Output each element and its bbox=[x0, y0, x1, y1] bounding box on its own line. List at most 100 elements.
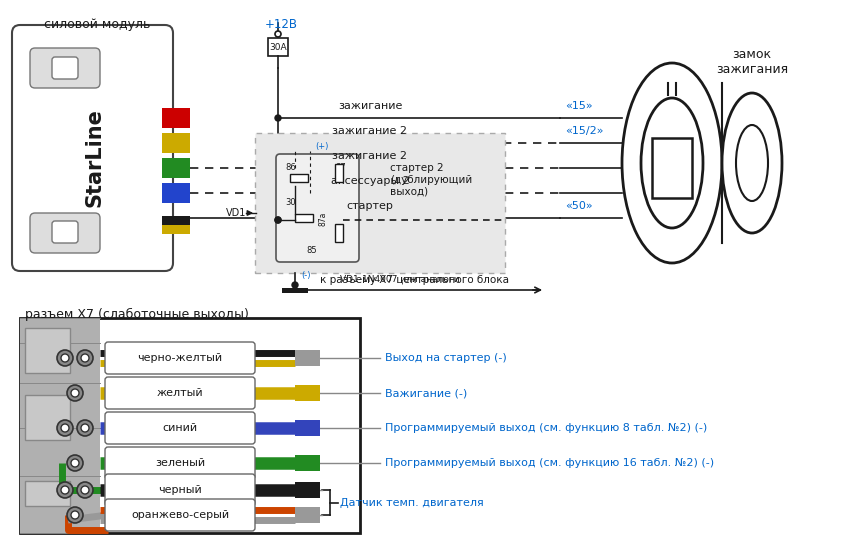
Text: синий: синий bbox=[163, 423, 198, 433]
Bar bbox=[162, 225, 190, 234]
Text: Программируемый выход (см. функцию 16 табл. №2) (-): Программируемый выход (см. функцию 16 та… bbox=[385, 458, 714, 468]
Text: 30А: 30А bbox=[269, 42, 287, 51]
Text: аксессуары 2: аксессуары 2 bbox=[330, 176, 409, 186]
Text: Датчик темп. двигателя: Датчик темп. двигателя bbox=[340, 498, 483, 508]
Text: силовой модуль: силовой модуль bbox=[44, 18, 150, 31]
Bar bbox=[268, 38, 288, 56]
Circle shape bbox=[275, 115, 281, 121]
FancyBboxPatch shape bbox=[105, 412, 255, 444]
Text: Программируемый выход (см. функцию 8 табл. №2) (-): Программируемый выход (см. функцию 8 таб… bbox=[385, 423, 707, 433]
Text: 87a: 87a bbox=[318, 211, 327, 226]
Circle shape bbox=[81, 354, 89, 362]
Circle shape bbox=[77, 420, 93, 436]
FancyBboxPatch shape bbox=[52, 221, 78, 243]
Circle shape bbox=[77, 482, 93, 498]
Text: разъем Х7 (слаботочные выходы): разъем Х7 (слаботочные выходы) bbox=[25, 308, 249, 321]
FancyBboxPatch shape bbox=[30, 48, 100, 88]
Text: StarLine: StarLine bbox=[85, 109, 105, 208]
Text: «15»: «15» bbox=[565, 101, 593, 111]
Bar bbox=[295, 350, 320, 366]
Circle shape bbox=[77, 350, 93, 366]
Text: Выход на стартер (-): Выход на стартер (-) bbox=[385, 353, 507, 363]
Circle shape bbox=[71, 389, 79, 397]
Circle shape bbox=[57, 482, 73, 498]
Bar bbox=[162, 108, 190, 128]
Text: 85: 85 bbox=[306, 246, 316, 255]
Bar bbox=[162, 183, 190, 203]
Bar bbox=[25, 395, 70, 440]
Text: оранжево-серый: оранжево-серый bbox=[131, 510, 229, 520]
Text: к разъему Х7 центрального блока: к разъему Х7 центрального блока bbox=[321, 275, 509, 285]
Circle shape bbox=[67, 385, 83, 401]
Text: зажигание: зажигание bbox=[338, 101, 402, 111]
Ellipse shape bbox=[736, 125, 768, 201]
Bar bbox=[335, 224, 343, 242]
Text: «15/2»: «15/2» bbox=[565, 126, 604, 136]
Circle shape bbox=[275, 31, 281, 37]
Text: 87: 87 bbox=[335, 163, 346, 172]
Text: зажигание 2: зажигание 2 bbox=[333, 151, 408, 161]
Text: «50»: «50» bbox=[565, 201, 593, 211]
Text: 30: 30 bbox=[285, 198, 296, 207]
Bar bbox=[282, 288, 308, 293]
Circle shape bbox=[61, 486, 69, 494]
Bar bbox=[162, 158, 190, 178]
Circle shape bbox=[275, 217, 281, 223]
FancyBboxPatch shape bbox=[105, 342, 255, 374]
Bar bbox=[295, 455, 320, 471]
Circle shape bbox=[71, 511, 79, 519]
Circle shape bbox=[81, 486, 89, 494]
Bar bbox=[162, 216, 190, 225]
Text: черный: черный bbox=[158, 485, 202, 495]
Circle shape bbox=[67, 507, 83, 523]
Text: Важигание (-): Важигание (-) bbox=[385, 388, 467, 398]
Bar bbox=[652, 138, 692, 198]
Text: +12В: +12В bbox=[265, 18, 298, 31]
Bar bbox=[295, 507, 320, 523]
Text: стартер: стартер bbox=[347, 201, 393, 211]
FancyBboxPatch shape bbox=[30, 213, 100, 253]
Bar bbox=[255, 133, 505, 273]
Text: зажигание 2: зажигание 2 bbox=[333, 126, 408, 136]
Text: зеленый: зеленый bbox=[155, 458, 205, 468]
Bar bbox=[295, 482, 320, 498]
FancyBboxPatch shape bbox=[105, 377, 255, 409]
Circle shape bbox=[81, 424, 89, 432]
FancyBboxPatch shape bbox=[105, 499, 255, 531]
Circle shape bbox=[275, 217, 281, 223]
Text: желтый: желтый bbox=[157, 388, 203, 398]
Bar bbox=[295, 385, 320, 401]
Text: (-): (-) bbox=[301, 271, 310, 280]
Text: черно-желтый: черно-желтый bbox=[138, 353, 223, 363]
Bar bbox=[162, 133, 190, 153]
Circle shape bbox=[71, 459, 79, 467]
Text: 86: 86 bbox=[285, 163, 296, 172]
FancyBboxPatch shape bbox=[105, 474, 255, 506]
Bar bbox=[20, 318, 360, 533]
Circle shape bbox=[61, 354, 69, 362]
Bar bbox=[295, 214, 313, 222]
Ellipse shape bbox=[722, 93, 782, 233]
Bar bbox=[290, 174, 308, 182]
Bar bbox=[335, 164, 343, 182]
Bar bbox=[25, 328, 70, 373]
Circle shape bbox=[57, 350, 73, 366]
Text: (+): (+) bbox=[316, 142, 329, 151]
Circle shape bbox=[292, 282, 298, 288]
FancyBboxPatch shape bbox=[12, 25, 173, 271]
Text: замок
зажигания: замок зажигания bbox=[716, 48, 788, 76]
FancyBboxPatch shape bbox=[52, 57, 78, 79]
FancyBboxPatch shape bbox=[105, 447, 255, 479]
Bar bbox=[295, 420, 320, 436]
Ellipse shape bbox=[622, 63, 722, 263]
Text: VD1-1N4007 или аналоги: VD1-1N4007 или аналоги bbox=[340, 275, 459, 284]
Text: стартер 2
(дублирующий
выход): стартер 2 (дублирующий выход) bbox=[390, 163, 472, 196]
FancyBboxPatch shape bbox=[276, 154, 359, 262]
Bar bbox=[25, 481, 70, 506]
Circle shape bbox=[61, 424, 69, 432]
Circle shape bbox=[57, 420, 73, 436]
Ellipse shape bbox=[641, 98, 703, 228]
Circle shape bbox=[67, 455, 83, 471]
Text: VD1: VD1 bbox=[225, 208, 246, 218]
Bar bbox=[20, 318, 100, 533]
